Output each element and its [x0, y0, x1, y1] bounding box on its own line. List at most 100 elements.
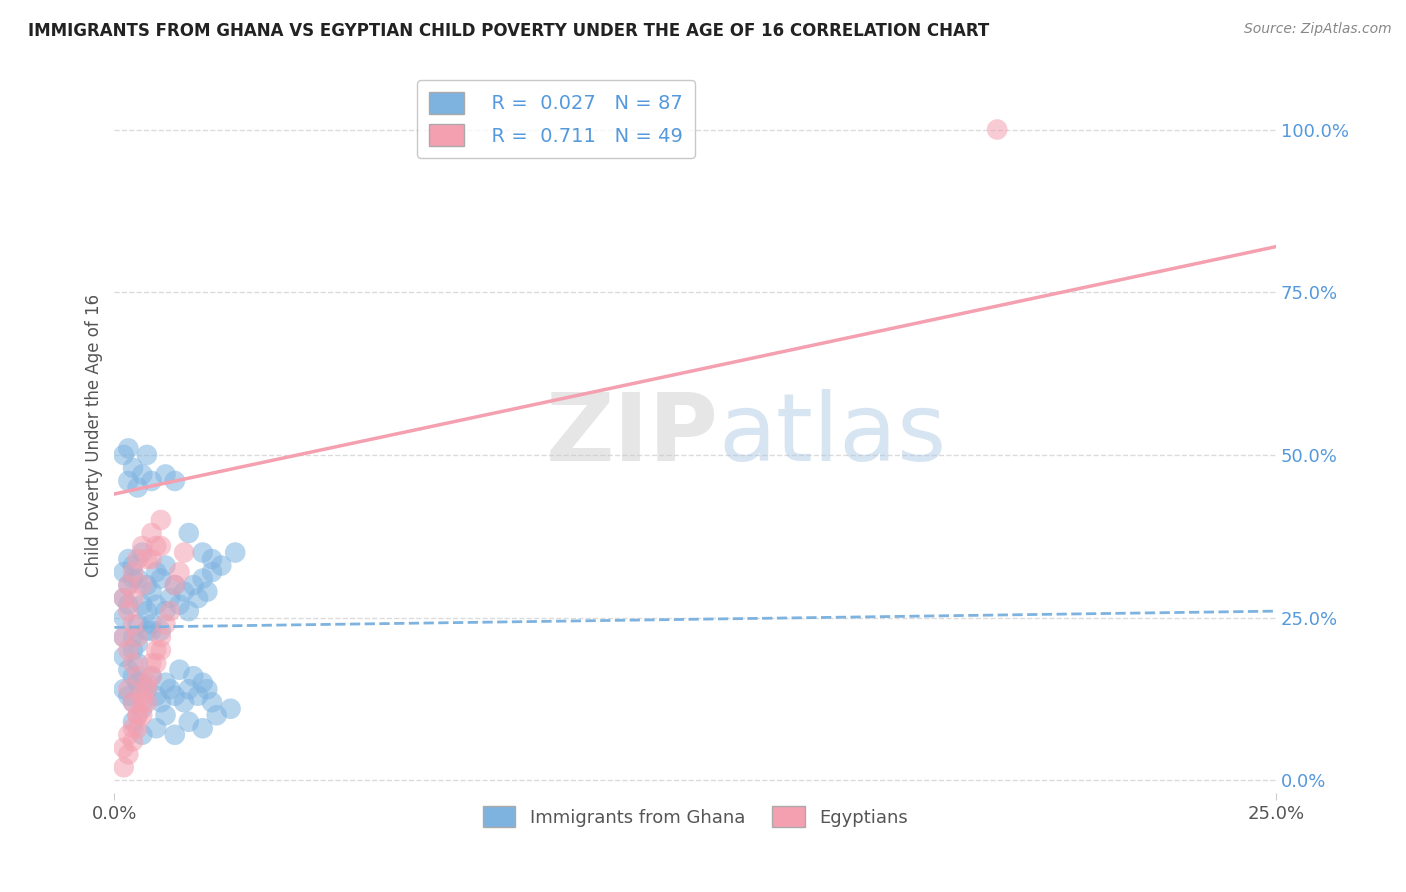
Point: [191, 675, 214, 690]
Point: [145, 565, 167, 579]
Point: [122, 734, 145, 748]
Point: [201, 552, 224, 566]
Point: [224, 545, 246, 559]
Text: ZIP: ZIP: [546, 390, 718, 482]
Point: [187, 591, 209, 606]
Point: [155, 708, 177, 723]
Point: [117, 598, 139, 612]
Point: [117, 663, 139, 677]
Point: [159, 604, 181, 618]
Point: [112, 682, 135, 697]
Legend: Immigrants from Ghana, Egyptians: Immigrants from Ghana, Egyptians: [475, 799, 915, 834]
Point: [145, 721, 167, 735]
Point: [127, 721, 149, 735]
Point: [169, 565, 191, 579]
Point: [136, 604, 159, 618]
Point: [136, 448, 159, 462]
Point: [195, 584, 218, 599]
Point: [122, 572, 145, 586]
Point: [122, 695, 145, 709]
Point: [112, 630, 135, 644]
Point: [112, 740, 135, 755]
Point: [112, 591, 135, 606]
Point: [141, 624, 163, 638]
Point: [117, 643, 139, 657]
Point: [155, 604, 177, 618]
Point: [117, 552, 139, 566]
Point: [136, 624, 159, 638]
Point: [122, 565, 145, 579]
Point: [177, 682, 200, 697]
Point: [136, 682, 159, 697]
Point: [117, 578, 139, 592]
Point: [136, 578, 159, 592]
Point: [141, 552, 163, 566]
Point: [131, 545, 153, 559]
Text: Source: ZipAtlas.com: Source: ZipAtlas.com: [1244, 22, 1392, 37]
Point: [163, 474, 186, 488]
Point: [122, 591, 145, 606]
Point: [205, 708, 228, 723]
Point: [149, 630, 172, 644]
Point: [141, 669, 163, 683]
Point: [127, 480, 149, 494]
Point: [149, 539, 172, 553]
Point: [155, 617, 177, 632]
Point: [163, 578, 186, 592]
Point: [145, 689, 167, 703]
Point: [122, 461, 145, 475]
Point: [163, 578, 186, 592]
Point: [201, 565, 224, 579]
Point: [177, 526, 200, 541]
Point: [131, 702, 153, 716]
Point: [117, 682, 139, 697]
Point: [112, 610, 135, 624]
Point: [191, 545, 214, 559]
Point: [173, 695, 195, 709]
Point: [122, 695, 145, 709]
Text: atlas: atlas: [718, 390, 946, 482]
Point: [131, 539, 153, 553]
Point: [169, 598, 191, 612]
Point: [159, 591, 181, 606]
Point: [117, 728, 139, 742]
Point: [127, 617, 149, 632]
Point: [149, 624, 172, 638]
Point: [117, 474, 139, 488]
Point: [131, 675, 153, 690]
Point: [145, 656, 167, 670]
Point: [122, 617, 145, 632]
Point: [149, 572, 172, 586]
Point: [155, 558, 177, 573]
Point: [149, 695, 172, 709]
Point: [177, 714, 200, 729]
Point: [131, 689, 153, 703]
Point: [117, 747, 139, 762]
Point: [159, 682, 181, 697]
Y-axis label: Child Poverty Under the Age of 16: Child Poverty Under the Age of 16: [86, 293, 103, 577]
Point: [131, 578, 153, 592]
Point: [136, 695, 159, 709]
Point: [112, 591, 135, 606]
Point: [195, 682, 218, 697]
Point: [127, 637, 149, 651]
Point: [131, 598, 153, 612]
Point: [127, 708, 149, 723]
Point: [112, 565, 135, 579]
Point: [127, 552, 149, 566]
Point: [141, 617, 163, 632]
Point: [141, 474, 163, 488]
Point: [145, 598, 167, 612]
Point: [136, 552, 159, 566]
Point: [131, 695, 153, 709]
Point: [117, 578, 139, 592]
Point: [131, 728, 153, 742]
Point: [122, 643, 145, 657]
Point: [141, 669, 163, 683]
Point: [122, 630, 145, 644]
Point: [141, 584, 163, 599]
Point: [149, 513, 172, 527]
Point: [122, 656, 145, 670]
Point: [173, 545, 195, 559]
Point: [131, 467, 153, 482]
